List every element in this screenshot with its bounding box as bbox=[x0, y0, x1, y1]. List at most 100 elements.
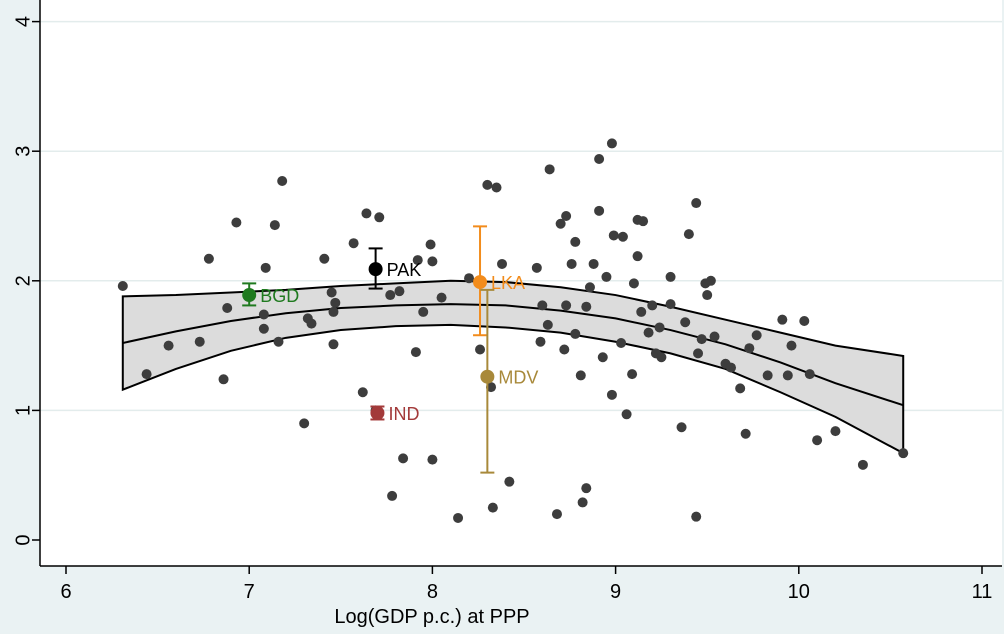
data-point-12 bbox=[273, 336, 284, 347]
data-point-90 bbox=[680, 317, 691, 328]
data-point-92 bbox=[691, 198, 702, 209]
fit-line bbox=[122, 303, 904, 407]
data-point-88 bbox=[665, 299, 676, 310]
y-tick-label-4: 4 bbox=[12, 16, 34, 27]
data-point-20 bbox=[328, 339, 339, 350]
data-point-66 bbox=[594, 153, 605, 164]
label-mdv: MDV bbox=[498, 368, 538, 388]
data-point-30 bbox=[398, 453, 409, 464]
data-point-27 bbox=[385, 290, 396, 301]
data-point-95 bbox=[696, 334, 707, 345]
data-point-65 bbox=[588, 258, 599, 269]
point-ind bbox=[370, 405, 385, 420]
data-point-103 bbox=[740, 428, 751, 439]
data-point-114 bbox=[857, 459, 868, 470]
data-point-87 bbox=[665, 271, 676, 282]
data-point-54 bbox=[559, 344, 570, 355]
label-bgd: BGD bbox=[260, 286, 299, 306]
data-point-24 bbox=[361, 208, 372, 219]
data-point-34 bbox=[425, 239, 436, 250]
data-point-23 bbox=[357, 387, 368, 398]
highlight-lka: LKA bbox=[473, 225, 525, 337]
data-point-104 bbox=[744, 343, 755, 354]
data-point-2 bbox=[163, 340, 174, 351]
data-point-82 bbox=[643, 327, 654, 338]
x-tick-label-10: 10 bbox=[788, 581, 810, 603]
point-pak bbox=[368, 262, 383, 277]
data-point-22 bbox=[348, 238, 359, 249]
data-point-89 bbox=[676, 422, 687, 433]
data-point-76 bbox=[627, 369, 638, 380]
data-point-75 bbox=[621, 409, 632, 420]
data-point-17 bbox=[319, 253, 330, 264]
data-point-93 bbox=[691, 511, 702, 522]
data-point-37 bbox=[436, 292, 447, 303]
data-point-46 bbox=[504, 476, 515, 487]
data-point-47 bbox=[531, 262, 542, 273]
data-point-111 bbox=[804, 369, 815, 380]
x-tick-label-9: 9 bbox=[610, 581, 621, 603]
data-point-51 bbox=[544, 164, 555, 175]
data-point-110 bbox=[799, 315, 810, 326]
data-point-73 bbox=[616, 338, 627, 349]
data-point-72 bbox=[608, 230, 619, 241]
data-point-99 bbox=[709, 331, 720, 342]
data-point-35 bbox=[427, 454, 438, 465]
label-pak: PAK bbox=[387, 260, 422, 280]
highlighted-countries: BGD PAK IND LKA MDV bbox=[242, 225, 538, 474]
data-point-60 bbox=[575, 370, 586, 381]
point-lka bbox=[473, 275, 488, 290]
data-point-74 bbox=[617, 231, 628, 242]
data-point-4 bbox=[203, 253, 214, 264]
data-point-105 bbox=[751, 330, 762, 341]
data-point-67 bbox=[594, 205, 605, 216]
data-point-40 bbox=[475, 344, 486, 355]
data-point-19 bbox=[328, 306, 339, 317]
data-point-36 bbox=[427, 256, 438, 267]
data-point-0 bbox=[117, 280, 128, 291]
data-point-91 bbox=[683, 229, 694, 240]
data-point-13 bbox=[277, 176, 288, 187]
data-point-18 bbox=[326, 287, 337, 298]
data-point-78 bbox=[632, 251, 643, 262]
data-point-71 bbox=[606, 389, 617, 400]
x-tick-label-11: 11 bbox=[972, 581, 993, 603]
data-point-31 bbox=[410, 347, 421, 358]
data-point-50 bbox=[542, 319, 553, 330]
data-point-56 bbox=[561, 211, 572, 221]
highlight-mdv: MDV bbox=[480, 288, 538, 474]
highlight-pak: PAK bbox=[368, 247, 422, 290]
data-point-48 bbox=[535, 336, 546, 347]
x-axis-title: Log(GDP p.c.) at PPP bbox=[334, 606, 529, 628]
data-point-86 bbox=[656, 352, 667, 363]
data-point-28 bbox=[387, 490, 398, 501]
data-point-44 bbox=[491, 182, 502, 193]
data-point-83 bbox=[647, 300, 658, 311]
data-point-106 bbox=[762, 370, 773, 381]
data-point-5 bbox=[218, 374, 229, 385]
data-point-7 bbox=[231, 217, 242, 228]
data-point-80 bbox=[636, 306, 647, 317]
data-point-85 bbox=[654, 322, 665, 333]
axes: 0 1 2 3 4 6 7 8 9 10 11 bbox=[12, 0, 1002, 603]
data-point-32 bbox=[412, 255, 423, 266]
data-point-59 bbox=[570, 236, 581, 247]
data-point-16 bbox=[306, 318, 317, 329]
x-tick-label-7: 7 bbox=[244, 581, 255, 603]
data-point-102 bbox=[735, 383, 746, 394]
data-point-9 bbox=[258, 323, 269, 334]
data-point-61 bbox=[577, 497, 588, 508]
x-tick-label-8: 8 bbox=[427, 581, 438, 603]
data-point-115 bbox=[898, 448, 909, 459]
data-point-112 bbox=[812, 435, 823, 446]
data-point-6 bbox=[222, 303, 233, 314]
data-point-97 bbox=[702, 290, 713, 301]
data-point-43 bbox=[487, 502, 498, 513]
data-point-57 bbox=[566, 258, 577, 269]
data-point-53 bbox=[555, 218, 566, 229]
point-mdv bbox=[480, 369, 495, 384]
point-bgd bbox=[242, 288, 257, 303]
data-point-41 bbox=[482, 179, 493, 190]
y-tick-label-0: 0 bbox=[12, 534, 34, 545]
